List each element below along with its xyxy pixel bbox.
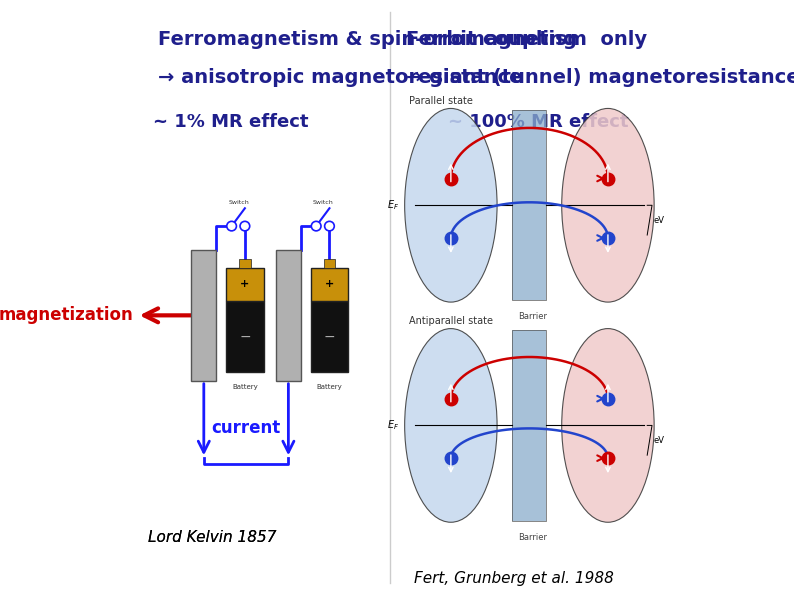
Text: +: + bbox=[241, 280, 249, 289]
Text: Lord Kelvin 1857: Lord Kelvin 1857 bbox=[148, 530, 276, 544]
Text: → giant (tunnel) magnetoresistance: → giant (tunnel) magnetoresistance bbox=[406, 68, 794, 87]
Text: Fert, Grunberg et al. 1988: Fert, Grunberg et al. 1988 bbox=[414, 571, 615, 586]
Ellipse shape bbox=[561, 328, 654, 522]
Text: ~ 1% MR effect: ~ 1% MR effect bbox=[152, 113, 308, 131]
Bar bbox=[226, 268, 264, 301]
Circle shape bbox=[227, 221, 237, 231]
Text: Ferromagnetism  only: Ferromagnetism only bbox=[406, 30, 646, 49]
Text: +: + bbox=[325, 280, 334, 289]
Text: → anisotropic magnetoresistance: → anisotropic magnetoresistance bbox=[158, 68, 522, 87]
Bar bbox=[512, 330, 546, 521]
Text: Switch: Switch bbox=[229, 201, 249, 205]
Text: $E_F$: $E_F$ bbox=[387, 418, 399, 433]
Bar bbox=[512, 110, 546, 300]
Text: Antiparallel state: Antiparallel state bbox=[409, 317, 492, 326]
Text: magnetization: magnetization bbox=[0, 306, 133, 324]
Text: Battery: Battery bbox=[232, 384, 258, 390]
Text: current: current bbox=[211, 419, 280, 437]
Text: Lord Kelvin 1857: Lord Kelvin 1857 bbox=[148, 530, 276, 544]
Bar bbox=[239, 259, 250, 268]
Bar bbox=[226, 301, 264, 372]
Text: Switch: Switch bbox=[313, 201, 333, 205]
Text: ~ 100% MR effect: ~ 100% MR effect bbox=[448, 113, 629, 131]
Text: Barrier: Barrier bbox=[518, 533, 547, 541]
Ellipse shape bbox=[405, 328, 497, 522]
Text: $E_F$: $E_F$ bbox=[387, 198, 399, 212]
Bar bbox=[276, 250, 301, 381]
Circle shape bbox=[325, 221, 334, 231]
Circle shape bbox=[311, 221, 321, 231]
Bar bbox=[191, 250, 217, 381]
Text: Parallel state: Parallel state bbox=[409, 96, 472, 106]
Bar bbox=[324, 259, 335, 268]
Circle shape bbox=[240, 221, 250, 231]
Text: Ferromagnetism & spin-orbit coupling: Ferromagnetism & spin-orbit coupling bbox=[158, 30, 576, 49]
Text: Battery: Battery bbox=[317, 384, 342, 390]
Bar bbox=[310, 301, 349, 372]
Text: −: − bbox=[239, 330, 251, 343]
Text: eV: eV bbox=[653, 215, 665, 225]
Ellipse shape bbox=[405, 108, 497, 302]
Bar bbox=[512, 330, 546, 521]
Text: eV: eV bbox=[653, 436, 665, 445]
Bar bbox=[512, 110, 546, 300]
Text: −: − bbox=[324, 330, 335, 343]
Text: Barrier: Barrier bbox=[518, 312, 547, 321]
Bar bbox=[310, 268, 349, 301]
Ellipse shape bbox=[561, 108, 654, 302]
